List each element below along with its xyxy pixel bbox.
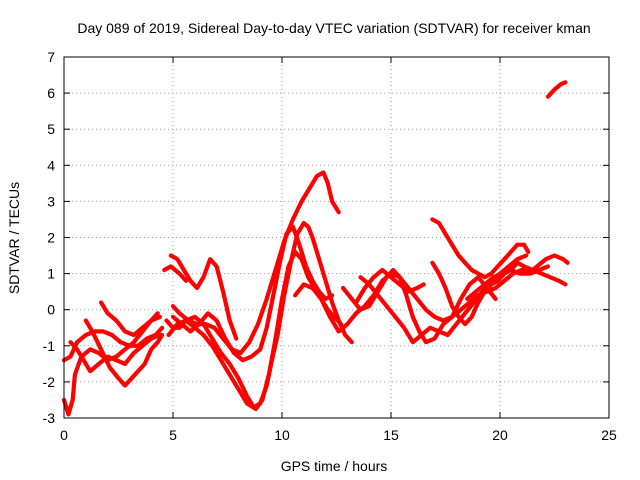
series-line-pass-18	[465, 253, 570, 301]
x-axis-label: GPS time / hours	[281, 458, 388, 474]
y-tick-label: -1	[43, 338, 56, 354]
y-tick-label: 7	[47, 49, 55, 65]
series-line-pass-09	[170, 170, 341, 356]
series-line-pass-05	[83, 318, 165, 388]
series-line-pass-11	[162, 264, 189, 283]
y-tick-label: 6	[47, 85, 55, 101]
series-line-pass-15	[354, 267, 426, 305]
series-line-pass-02	[61, 325, 165, 363]
series-line-pass-04	[99, 300, 162, 338]
plot-frame	[63, 56, 610, 419]
series-line-pass-16	[430, 217, 531, 280]
y-tick-label: 4	[47, 157, 55, 173]
series-line-pass-03	[68, 332, 162, 374]
y-tick-label: 3	[47, 193, 55, 209]
y-tick-label: 2	[47, 230, 55, 246]
y-tick-label: 1	[47, 266, 55, 282]
series-line-pass-10	[168, 253, 239, 341]
data-series	[61, 80, 570, 417]
y-axis-label: SDTVAR / TECUs	[6, 182, 22, 294]
x-tick-label: 10	[274, 427, 290, 443]
y-tick-label: 0	[47, 302, 55, 318]
y-tick-label: -3	[43, 410, 56, 426]
chart-title: Day 089 of 2019, Sidereal Day-to-day VTE…	[77, 20, 590, 36]
x-tick-label: 15	[383, 427, 399, 443]
series-line-pass-08	[170, 224, 335, 363]
series-line-pass-17	[430, 260, 568, 327]
tick-labels: 0 5 10 15 20 25 -3 -2 -1 0 1 2 3 4 5 6 7	[43, 49, 617, 443]
x-tick-label: 20	[492, 427, 508, 443]
series-line-pass-12	[293, 264, 551, 334]
series-line-pass-14	[358, 253, 529, 345]
series-line-pass-13	[340, 267, 498, 345]
x-tick-label: 0	[60, 427, 68, 443]
y-tick-label: -2	[43, 374, 56, 390]
x-tick-label: 5	[169, 427, 177, 443]
x-tick-label: 25	[601, 427, 617, 443]
series-line-pass-19	[545, 80, 568, 99]
y-tick-label: 5	[47, 121, 55, 137]
